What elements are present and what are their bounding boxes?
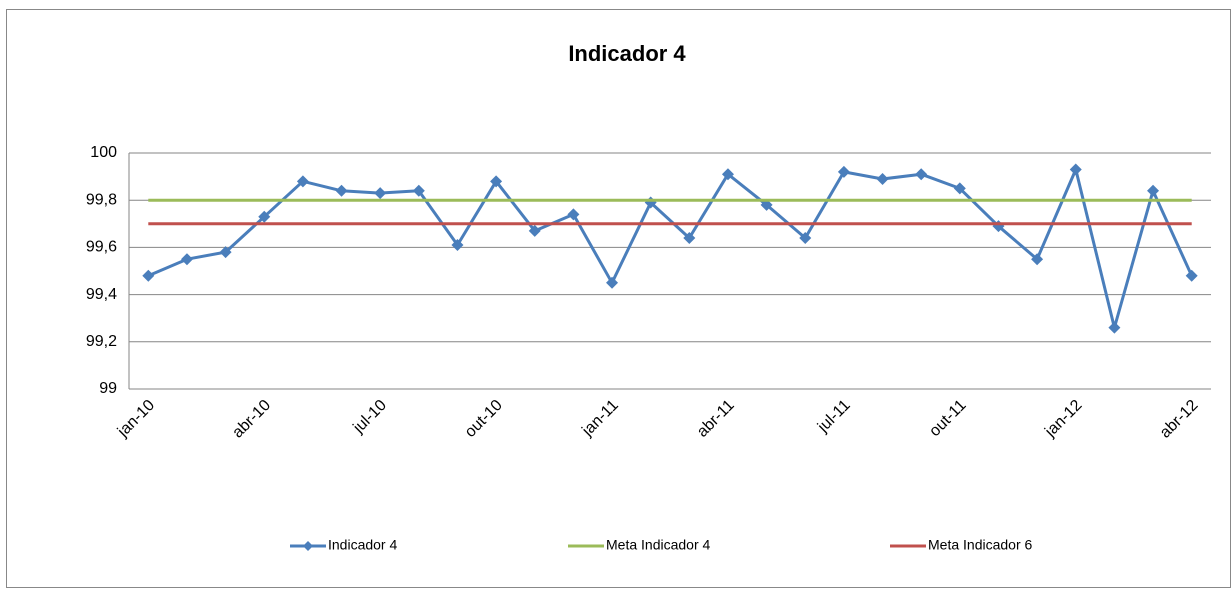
legend-label: Meta Indicador 6	[928, 537, 1032, 553]
series-line	[147, 168, 1194, 330]
data-point	[567, 208, 580, 221]
y-tick-label: 99,2	[86, 333, 117, 350]
data-point	[837, 165, 850, 178]
chart-frame	[6, 9, 1231, 588]
data-point	[258, 210, 271, 223]
data-point	[876, 172, 889, 185]
data-point	[1108, 321, 1121, 334]
y-tick-label: 100	[90, 144, 117, 161]
data-point	[1031, 253, 1044, 266]
data-point	[606, 276, 619, 289]
data-point	[760, 198, 773, 211]
y-tick-label: 99	[99, 380, 117, 397]
data-point	[915, 168, 928, 181]
y-tick-label: 99,4	[86, 286, 117, 303]
data-point	[1069, 163, 1082, 176]
data-point	[451, 239, 464, 252]
data-point	[296, 175, 309, 188]
data-point	[180, 253, 193, 266]
y-tick-label: 99,6	[86, 239, 117, 256]
data-point	[528, 224, 541, 237]
data-point	[953, 182, 966, 195]
legend-label: Indicador 4	[328, 537, 397, 553]
data-point	[799, 231, 812, 244]
data-point	[683, 231, 696, 244]
data-point	[412, 184, 425, 197]
data-point	[490, 175, 503, 188]
y-tick-label: 99,8	[86, 191, 117, 208]
data-point	[1185, 269, 1198, 282]
chart-title: Indicador 4	[568, 41, 686, 66]
data-point	[219, 246, 232, 259]
legend-marker	[303, 541, 313, 551]
legend-label: Meta Indicador 4	[606, 537, 710, 553]
data-point	[1147, 184, 1160, 197]
data-point	[374, 187, 387, 200]
data-point	[335, 184, 348, 197]
data-point	[142, 269, 155, 282]
data-point	[721, 168, 734, 181]
